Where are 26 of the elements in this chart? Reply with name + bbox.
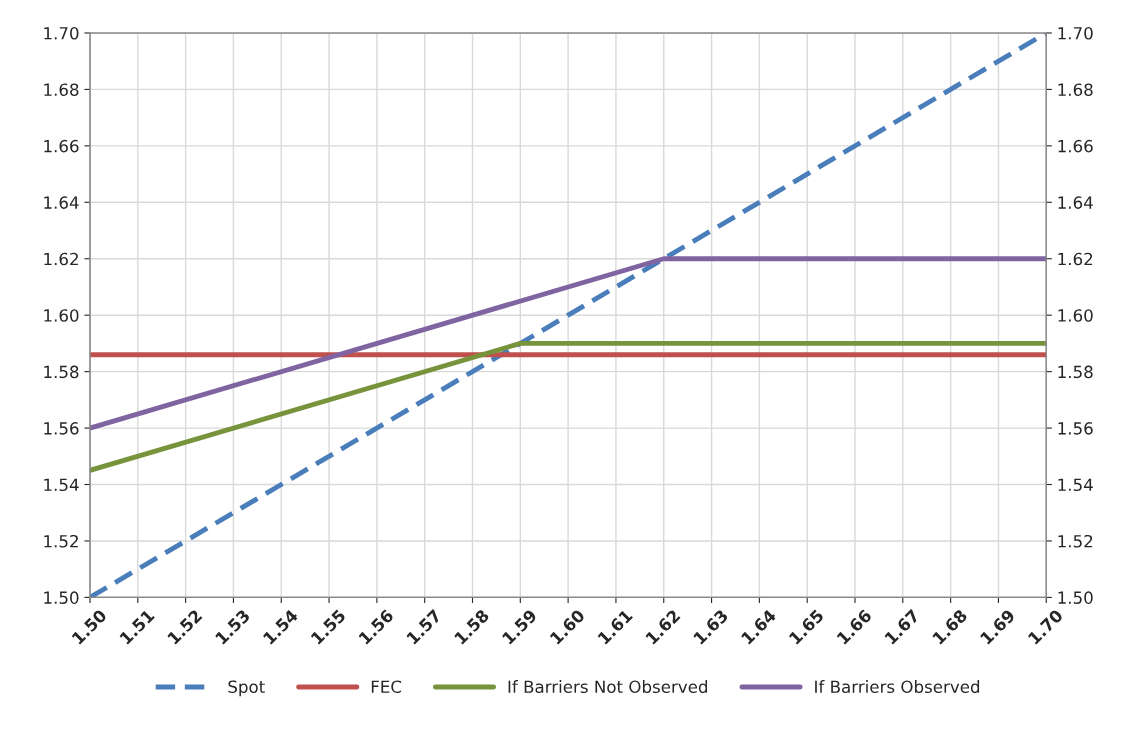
y2-tick-label: 1.58 xyxy=(1058,365,1093,379)
y2-tick-label: 1.70 xyxy=(1058,26,1093,40)
y-tick-label: 1.56 xyxy=(44,422,79,435)
y2-tick-label: 1.54 xyxy=(1058,478,1093,492)
y-tick-label: 1.66 xyxy=(44,139,79,153)
y-tick-label: 1.50 xyxy=(44,591,79,604)
y-tick-label: 1.70 xyxy=(44,26,79,40)
y-tick-label: 1.60 xyxy=(44,309,79,322)
legend-label: FEC xyxy=(371,680,402,694)
y2-tick-label: 1.50 xyxy=(1058,591,1093,604)
y2-tick-label: 1.62 xyxy=(1058,252,1093,266)
legend-label: Spot xyxy=(228,680,265,697)
y-tick-label: 1.58 xyxy=(44,365,79,379)
y-tick-label: 1.52 xyxy=(44,534,78,548)
y-tick-label: 1.64 xyxy=(44,196,79,209)
y-tick-label: 1.68 xyxy=(44,83,79,96)
y2-tick-label: 1.52 xyxy=(1058,534,1093,548)
legend-label: If Barriers Observed xyxy=(815,680,980,694)
legend-label: If Barriers Not Observed xyxy=(508,680,708,694)
y2-tick-label: 1.66 xyxy=(1058,139,1093,153)
y2-tick-label: 1.60 xyxy=(1058,309,1093,322)
y2-tick-label: 1.68 xyxy=(1058,83,1093,96)
y-tick-label: 1.62 xyxy=(44,252,78,266)
y-tick-label: 1.54 xyxy=(44,478,79,492)
y2-tick-label: 1.56 xyxy=(1058,422,1093,435)
y2-tick-label: 1.64 xyxy=(1058,196,1093,209)
